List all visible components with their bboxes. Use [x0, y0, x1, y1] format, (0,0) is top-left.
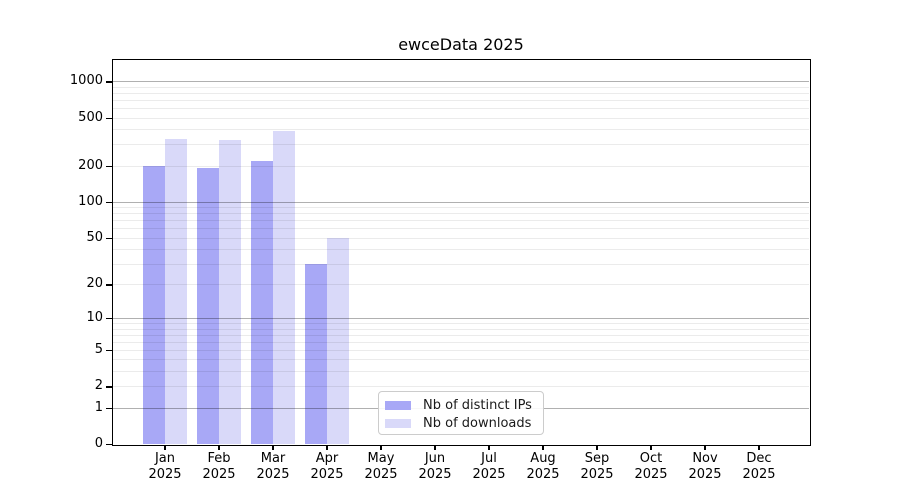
- y-tick-mark: [106, 81, 113, 83]
- x-tick-label: Dec 2025: [742, 451, 776, 482]
- y-tick-mark: [106, 117, 113, 119]
- minor-gridline: [113, 284, 809, 286]
- bar-feb-downloads: [219, 140, 241, 444]
- y-tick-label: 1000: [69, 73, 103, 89]
- y-tick-mark: [106, 444, 113, 446]
- y-tick-label: 2: [94, 378, 103, 394]
- x-tick-mark: [596, 444, 598, 450]
- minor-gridline: [113, 129, 809, 131]
- y-tick-label: 5: [94, 341, 103, 357]
- minor-gridline: [113, 99, 809, 101]
- x-tick-mark: [326, 444, 328, 450]
- y-tick-mark: [106, 386, 113, 388]
- y-tick-mark: [106, 407, 113, 409]
- minor-gridline: [113, 349, 809, 351]
- x-tick-mark: [380, 444, 382, 450]
- y-tick-label: 500: [78, 109, 103, 125]
- x-tick-mark: [164, 444, 166, 450]
- minor-gridline: [113, 341, 809, 343]
- x-tick-label: Jul 2025: [472, 451, 506, 482]
- y-tick-label: 20: [86, 276, 103, 292]
- x-tick-mark: [488, 444, 490, 450]
- bar-mar-downloads: [273, 130, 295, 444]
- minor-gridline: [113, 263, 809, 265]
- minor-gridline: [113, 386, 809, 388]
- minor-gridline: [113, 207, 809, 209]
- minor-gridline: [113, 213, 809, 215]
- x-tick-label: Jan 2025: [148, 451, 182, 482]
- minor-gridline: [113, 144, 809, 146]
- x-tick-label: Aug 2025: [526, 451, 560, 482]
- minor-gridline: [113, 249, 809, 251]
- x-tick-label: Sep 2025: [580, 451, 614, 482]
- x-tick-mark: [704, 444, 706, 450]
- legend-label-ips: Nb of distinct IPs: [423, 397, 532, 413]
- major-gridline: [113, 318, 809, 320]
- y-tick-mark: [106, 201, 113, 204]
- legend-label-downloads: Nb of downloads: [423, 415, 532, 431]
- legend-item-downloads: Nb of downloads: [385, 414, 543, 432]
- minor-gridline: [113, 323, 809, 325]
- x-tick-label: Apr 2025: [310, 451, 344, 482]
- minor-gridline: [113, 117, 809, 119]
- x-tick-mark: [434, 444, 436, 450]
- bar-jan-ips: [143, 165, 165, 444]
- x-tick-label: May 2025: [364, 451, 398, 482]
- y-tick-mark: [106, 284, 113, 286]
- y-tick-label: 200: [78, 157, 103, 173]
- plot-area: Nb of distinct IPs Nb of downloads: [113, 60, 809, 444]
- chart-title: ewceData 2025: [398, 35, 524, 54]
- y-tick-label: 10: [86, 310, 103, 326]
- legend-item-distinct-ips: Nb of distinct IPs: [385, 396, 543, 414]
- x-tick-label: Nov 2025: [688, 451, 722, 482]
- minor-gridline: [113, 328, 809, 330]
- minor-gridline: [113, 92, 809, 94]
- x-tick-mark: [218, 444, 220, 450]
- minor-gridline: [113, 371, 809, 373]
- bar-mar-ips: [251, 160, 273, 444]
- minor-gridline: [113, 359, 809, 361]
- y-tick-mark: [106, 237, 113, 239]
- bar-apr-ips: [305, 263, 327, 444]
- y-tick-mark: [106, 165, 113, 167]
- minor-gridline: [113, 108, 809, 110]
- downloads-swatch-icon: [385, 418, 411, 428]
- major-gridline: [113, 201, 809, 203]
- legend: Nb of distinct IPs Nb of downloads: [378, 391, 544, 435]
- x-tick-label: Jun 2025: [418, 451, 452, 482]
- y-tick-label: 1: [94, 399, 103, 415]
- x-tick-mark: [758, 444, 760, 450]
- y-tick-label: 50: [86, 229, 103, 245]
- x-tick-label: Oct 2025: [634, 451, 668, 482]
- x-tick-mark: [542, 444, 544, 450]
- minor-gridline: [113, 228, 809, 230]
- y-tick-label: 0: [94, 436, 103, 451]
- minor-gridline: [113, 334, 809, 336]
- ips-swatch-icon: [385, 400, 411, 410]
- x-tick-label: Mar 2025: [256, 451, 290, 482]
- bar-apr-downloads: [327, 237, 349, 444]
- minor-gridline: [113, 86, 809, 88]
- x-tick-mark: [272, 444, 274, 450]
- y-tick-mark: [106, 349, 113, 352]
- minor-gridline: [113, 237, 809, 239]
- bar-jan-downloads: [165, 138, 187, 444]
- y-tick-mark: [106, 318, 113, 320]
- minor-gridline: [113, 165, 809, 167]
- y-tick-label: 100: [78, 193, 103, 209]
- bar-feb-ips: [197, 168, 219, 444]
- major-gridline: [113, 81, 809, 83]
- x-tick-mark: [650, 444, 652, 450]
- minor-gridline: [113, 220, 809, 222]
- x-tick-label: Feb 2025: [202, 451, 236, 482]
